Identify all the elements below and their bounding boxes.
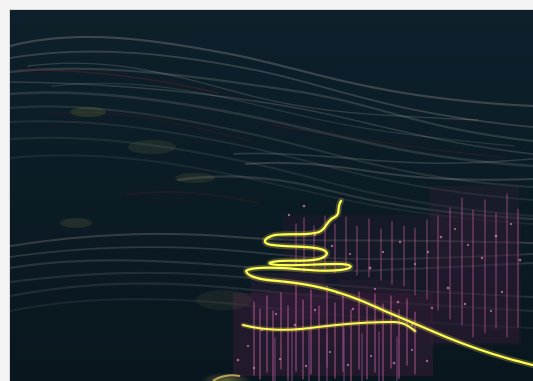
trajectory-lower-branch-glow: [240, 319, 418, 334]
lower-highlight: [201, 373, 251, 381]
trajectory-lower-branch: [242, 321, 416, 332]
terrain-upper-band: [10, 35, 533, 225]
terrain-red-streaks: [17, 69, 507, 204]
point-cloud-viewport: [9, 9, 533, 381]
scene-background: [10, 10, 533, 381]
trajectory: [240, 198, 533, 368]
terrain-lower-band: [10, 233, 533, 329]
point-cloud-visualization: [10, 10, 533, 381]
point-cloud-lower-left: [233, 273, 433, 376]
terrain-color-patches: [60, 107, 252, 310]
trajectory-path: [244, 199, 533, 367]
vertical-pink-points: [253, 193, 519, 381]
